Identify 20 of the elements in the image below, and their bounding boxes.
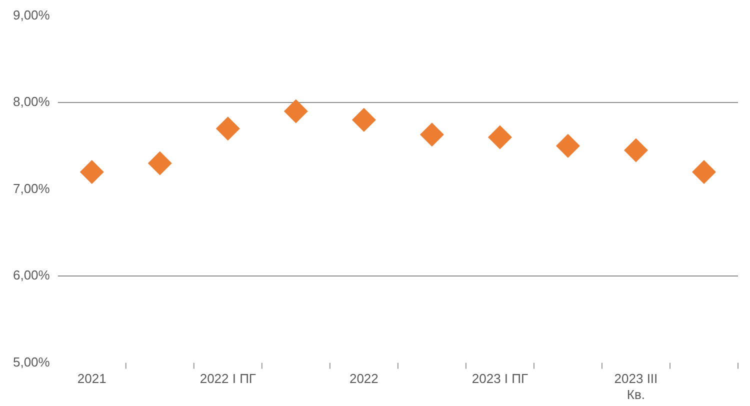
y-tick-label: 5,00% [12, 354, 50, 370]
x-tick-label: 2022 I ПГ [200, 371, 256, 386]
x-tick-label: 2021 [77, 371, 106, 386]
y-tick-label: 6,00% [12, 268, 50, 283]
point [148, 151, 172, 176]
y-tick-label: 9,00% [12, 7, 50, 22]
x-tick-label: 2022 [349, 371, 378, 386]
point [216, 116, 240, 141]
point [352, 108, 376, 132]
y-tick-label: 7,00% [12, 180, 50, 196]
point [488, 125, 512, 150]
x-tick-label: 2023 III Кв. [614, 371, 658, 402]
x-tick-label: 2023 I ПГ [472, 371, 528, 386]
point [420, 122, 444, 147]
point [284, 99, 308, 124]
y-tick-label: 8,00% [12, 94, 50, 110]
point [556, 134, 580, 158]
point [692, 160, 716, 184]
point [624, 138, 648, 162]
point [80, 160, 104, 184]
